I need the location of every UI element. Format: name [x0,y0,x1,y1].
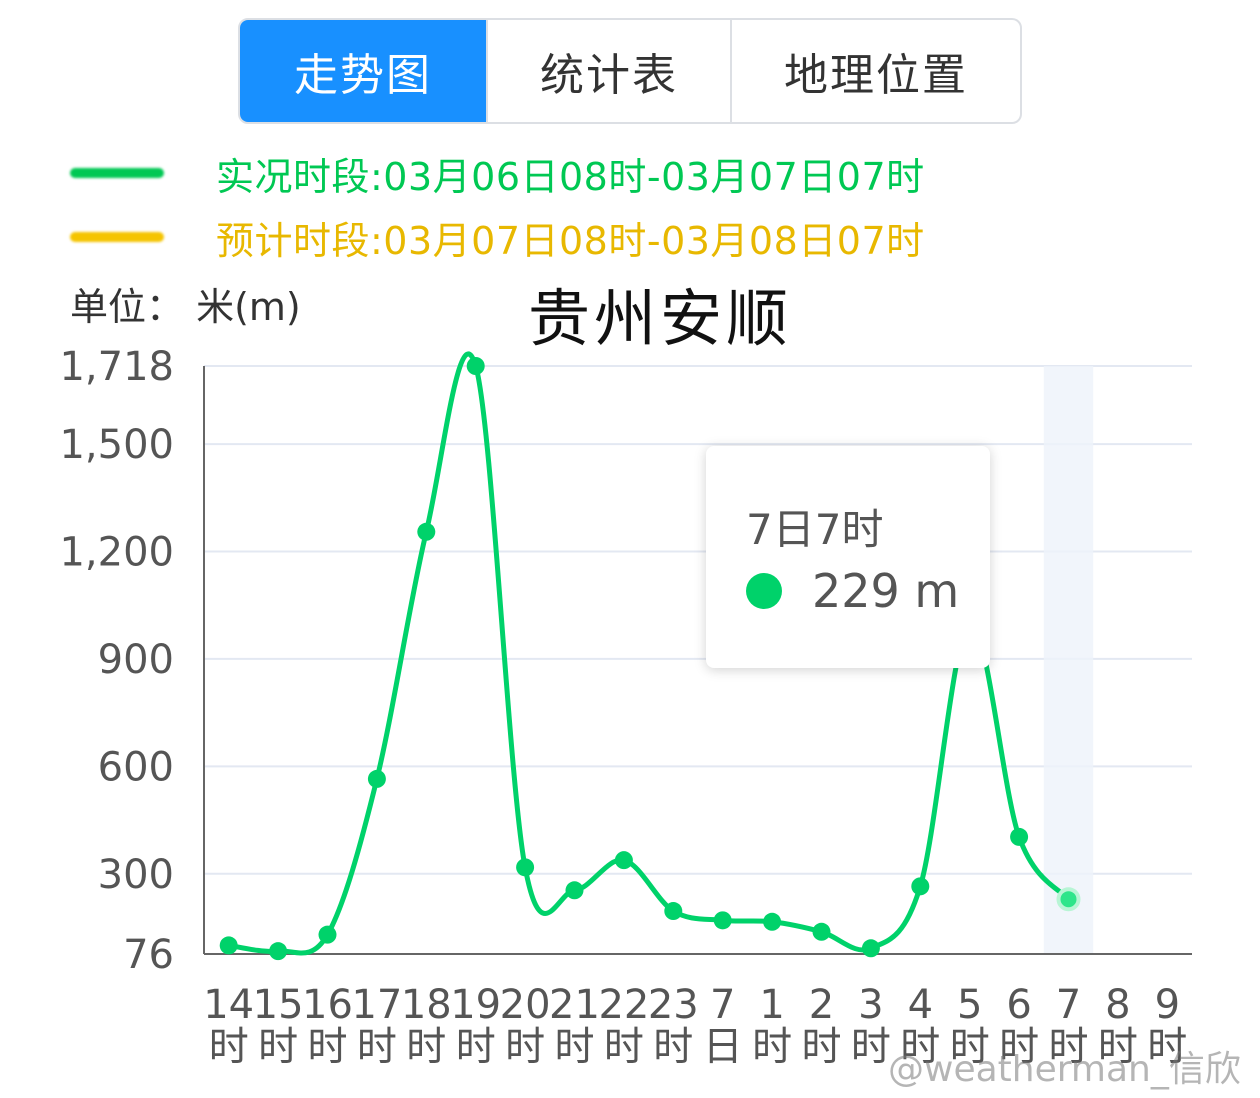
y-tick-label: 600 [98,744,174,790]
y-tick-label: 300 [98,852,174,898]
data-point [614,851,633,870]
x-tick-unit-label: 时 [258,1024,298,1070]
x-tick-label: 8 [1105,982,1130,1028]
x-tick-unit-label: 时 [950,1024,990,1070]
y-tick-label: 1,200 [59,529,174,575]
tooltip-series-dot [746,573,782,609]
x-tick-unit-label: 时 [802,1024,842,1070]
x-tick-unit-label: 时 [209,1024,249,1070]
x-tick-label: 22 [598,982,649,1028]
grid-lines [204,365,1192,875]
legend-observed-text: 实况时段:03月06日08时-03月07日07时 [216,154,925,199]
y-tick-label: 900 [98,637,174,683]
x-tick-unit-label: 时 [900,1024,940,1070]
y-tick-label: 1,500 [59,422,174,468]
data-point [417,522,436,541]
x-tick-label: 18 [401,982,452,1028]
x-tick-unit-label: 时 [357,1024,397,1070]
legend-forecast-swatch [70,232,164,242]
data-point [664,902,683,921]
data-points [219,357,1081,961]
x-tick-label: 6 [1006,982,1031,1028]
data-point [318,925,337,944]
x-tick-unit-label: 时 [1147,1024,1187,1070]
x-tick-unit-label: 时 [999,1024,1039,1070]
series-line-path [228,351,1071,956]
legend-observed-swatch [70,168,164,178]
watermark: @weatherman_信欣 [888,1049,1241,1090]
x-tick-unit-label: 时 [456,1024,496,1070]
x-tick-label: 21 [549,982,600,1028]
data-point [763,912,782,931]
data-point [367,769,386,788]
data-point [565,881,584,900]
x-tick-label: 4 [908,982,933,1028]
x-tick-unit-label: 时 [653,1024,693,1070]
data-point [861,939,880,958]
x-tick-label: 15 [253,982,304,1028]
axes [203,366,1192,955]
data-point [219,936,238,955]
x-tick-label: 7 [1056,982,1081,1028]
y-tick-labels: 76 300 600 900 1,200 1,500 1,718 [59,344,174,978]
x-tick-unit-label: 时 [752,1024,792,1070]
tab-trend-chart[interactable]: 走势图 [240,20,486,122]
x-tick-label: 1 [759,982,784,1028]
x-tick-unit-label: 时 [604,1024,644,1070]
x-tick-unit-label: 时 [851,1024,891,1070]
highlight-band-rect [1043,366,1094,954]
x-tick-unit-label: 时 [505,1024,545,1070]
x-tick-labels: 14时15时16时17时18时19时20时21时22时23时7日1时2时3时4时… [203,982,1187,1070]
x-tick-unit-label: 时 [406,1024,446,1070]
x-tick-label: 19 [450,982,501,1028]
unit-label: 单位： 米(m) [70,285,301,329]
legend-forecast: 预计时段:03月07日08时-03月08日07时 [70,212,925,263]
data-point [516,858,535,877]
x-tick-label: 2 [809,982,834,1028]
view-tabs: 走势图 统计表 地理位置 [238,18,1022,124]
data-point [1056,887,1081,912]
chart-title: 贵州安顺 [528,282,793,355]
tooltip: 7日7时 229 m [706,446,990,668]
x-tick-label: 16 [302,982,353,1028]
x-tick-unit-label: 时 [1098,1024,1138,1070]
data-point [269,942,288,961]
x-tick-label: 9 [1155,982,1180,1028]
data-point [911,877,930,896]
data-point [713,911,732,930]
data-point [812,922,831,941]
legend-observed: 实况时段:03月06日08时-03月07日07时 [70,148,925,199]
x-tick-label: 20 [500,982,551,1028]
x-tick-unit-label: 日 [703,1024,743,1070]
highlight-band [1043,366,1094,954]
data-point [1010,827,1029,846]
x-tick-label: 3 [858,982,883,1028]
x-tick-label: 23 [648,982,699,1028]
series-line [228,351,1071,956]
y-tick-label: 1,718 [59,344,174,390]
x-tick-unit-label: 时 [1049,1024,1089,1070]
x-tick-unit-label: 时 [308,1024,348,1070]
tooltip-value: 229 m [812,564,960,618]
tab-statistics-table[interactable]: 统计表 [486,20,730,122]
x-tick-unit-label: 时 [555,1024,595,1070]
x-tick-label: 17 [351,982,402,1028]
x-tick-label: 7 [710,982,735,1028]
tooltip-title: 7日7时 [746,505,884,554]
data-point [466,357,485,375]
x-tick-label: 14 [203,982,254,1028]
legend-forecast-text: 预计时段:03月07日08时-03月08日07时 [216,218,925,263]
tab-geo-location[interactable]: 地理位置 [730,20,1020,122]
x-tick-label: 5 [957,982,982,1028]
y-tick-label: 76 [123,932,174,978]
